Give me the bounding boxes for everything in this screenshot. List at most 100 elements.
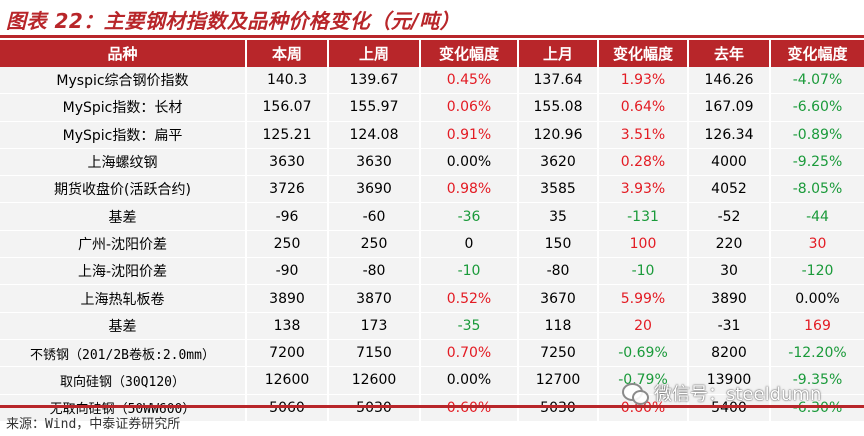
table-row: 不锈钢（201/2B卷板:2.0mm） 7200 7150 0.70% 7250 -0.6…: [0, 339, 864, 368]
row-label: 上海-沈阳价差: [0, 257, 247, 286]
value-cell: 4052: [688, 175, 771, 204]
value-cell: 125.21: [246, 121, 329, 149]
value-cell: 250: [246, 230, 329, 259]
value-cell: 3630: [246, 148, 329, 177]
table-row: MySpic指数：扁平 125.21 124.08 0.91% 120.96 3.51% 1…: [0, 121, 864, 149]
price-table: 品种 本周 上周 变化幅度 上月 变化幅度 去年 变化幅度 Myspic综合钢价指数 140.3…: [0, 40, 864, 422]
change-cell: 3.93%: [598, 175, 689, 204]
change-cell: 0.52%: [420, 284, 519, 313]
value-cell: 12600: [246, 366, 329, 395]
value-cell: 3585: [518, 175, 599, 204]
value-cell: -52: [688, 202, 771, 231]
column-header: 品种: [0, 40, 247, 67]
source-note: 来源：Wind，中泰证券研究所: [6, 417, 181, 432]
column-header: 变化幅度: [598, 40, 689, 67]
change-cell: -36: [420, 202, 519, 231]
value-cell: 137.64: [518, 67, 599, 95]
title-divider: [0, 35, 864, 38]
change-cell: 0.00%: [420, 366, 519, 395]
column-header: 上月: [518, 40, 599, 67]
table-body: Myspic综合钢价指数 140.3 139.67 0.45% 137.64 1.93% 1…: [0, 67, 864, 422]
column-header: 上周: [328, 40, 421, 67]
value-cell: 167.09: [688, 93, 771, 122]
value-cell: 7150: [328, 339, 421, 368]
value-cell: -80: [518, 257, 599, 286]
value-cell: 139.67: [328, 67, 421, 95]
table-row: 基差 138 173 -35 118 20 -31 169: [0, 312, 864, 340]
value-cell: 155.08: [518, 93, 599, 122]
figure-title-bar: 图表 22：主要钢材指数及品种价格变化（元/吨）: [0, 0, 864, 38]
change-cell: 100: [598, 230, 689, 259]
value-cell: 220: [688, 230, 771, 259]
change-cell: -44: [770, 202, 864, 231]
value-cell: 8200: [688, 339, 771, 368]
value-cell: 118: [518, 312, 599, 340]
value-cell: 156.07: [246, 93, 329, 122]
table-header-row: 品种 本周 上周 变化幅度 上月 变化幅度 去年 变化幅度: [0, 40, 864, 67]
change-cell: 30: [770, 230, 864, 259]
change-cell: -9.35%: [770, 366, 864, 395]
row-label: 上海螺纹钢: [0, 148, 247, 177]
column-header: 去年: [688, 40, 771, 67]
value-cell: 35: [518, 202, 599, 231]
row-label: 期货收盘价(活跃合约): [0, 175, 247, 204]
value-cell: -80: [328, 257, 421, 286]
row-label: 上海热轧板卷: [0, 284, 247, 313]
value-cell: 12700: [518, 366, 599, 395]
change-cell: -9.25%: [770, 148, 864, 177]
value-cell: 120.96: [518, 121, 599, 149]
change-cell: 0.28%: [598, 148, 689, 177]
change-cell: -0.89%: [770, 121, 864, 149]
change-cell: 0.98%: [420, 175, 519, 204]
column-header: 变化幅度: [420, 40, 519, 67]
table-row: 基差 -96 -60 -36 35 -131 -52 -44: [0, 202, 864, 231]
value-cell: 124.08: [328, 121, 421, 149]
table-row: Myspic综合钢价指数 140.3 139.67 0.45% 137.64 1.93% 1…: [0, 67, 864, 95]
row-label: 基差: [0, 202, 247, 231]
row-label: 广州-沈阳价差: [0, 230, 247, 259]
table-row: 上海螺纹钢 3630 3630 0.00% 3620 0.28% 4000 -9.25%: [0, 148, 864, 177]
row-label: 取向硅钢（30Q120）: [0, 366, 247, 395]
row-label: MySpic指数：扁平: [0, 121, 247, 149]
change-cell: -4.07%: [770, 67, 864, 95]
value-cell: 12600: [328, 366, 421, 395]
value-cell: -96: [246, 202, 329, 231]
table-row: MySpic指数：长材 156.07 155.97 0.06% 155.08 0.64% 1…: [0, 93, 864, 122]
figure-title: 图表 22：主要钢材指数及品种价格变化（元/吨）: [6, 9, 461, 33]
change-cell: -0.69%: [598, 339, 689, 368]
table-row: 上海-沈阳价差 -90 -80 -10 -80 -10 30 -120: [0, 257, 864, 286]
change-cell: 0.06%: [420, 93, 519, 122]
change-cell: -8.05%: [770, 175, 864, 204]
footer-divider: [0, 405, 864, 408]
value-cell: 3670: [518, 284, 599, 313]
change-cell: 169: [770, 312, 864, 340]
table-row: 上海热轧板卷 3890 3870 0.52% 3670 5.99% 3890 0.00%: [0, 284, 864, 313]
change-cell: -10: [598, 257, 689, 286]
table-row: 广州-沈阳价差 250 250 0 150 100 220 30: [0, 230, 864, 259]
value-cell: 3620: [518, 148, 599, 177]
value-cell: 150: [518, 230, 599, 259]
change-cell: 0.00%: [420, 148, 519, 177]
change-cell: -10: [420, 257, 519, 286]
change-cell: -6.60%: [770, 93, 864, 122]
value-cell: 13900: [688, 366, 771, 395]
value-cell: 173: [328, 312, 421, 340]
row-label: MySpic指数：长材: [0, 93, 247, 122]
change-cell: 0.64%: [598, 93, 689, 122]
value-cell: 146.26: [688, 67, 771, 95]
change-cell: -12.20%: [770, 339, 864, 368]
row-label: 基差: [0, 312, 247, 340]
value-cell: 3690: [328, 175, 421, 204]
table-row: 期货收盘价(活跃合约) 3726 3690 0.98% 3585 3.93% 4052 -8.…: [0, 175, 864, 204]
value-cell: -31: [688, 312, 771, 340]
change-cell: 5.99%: [598, 284, 689, 313]
change-cell: -120: [770, 257, 864, 286]
value-cell: 3630: [328, 148, 421, 177]
row-label: Myspic综合钢价指数: [0, 67, 247, 95]
value-cell: -60: [328, 202, 421, 231]
change-cell: 0.00%: [770, 284, 864, 313]
change-cell: 1.93%: [598, 67, 689, 95]
value-cell: 30: [688, 257, 771, 286]
value-cell: 140.3: [246, 67, 329, 95]
change-cell: 0.45%: [420, 67, 519, 95]
